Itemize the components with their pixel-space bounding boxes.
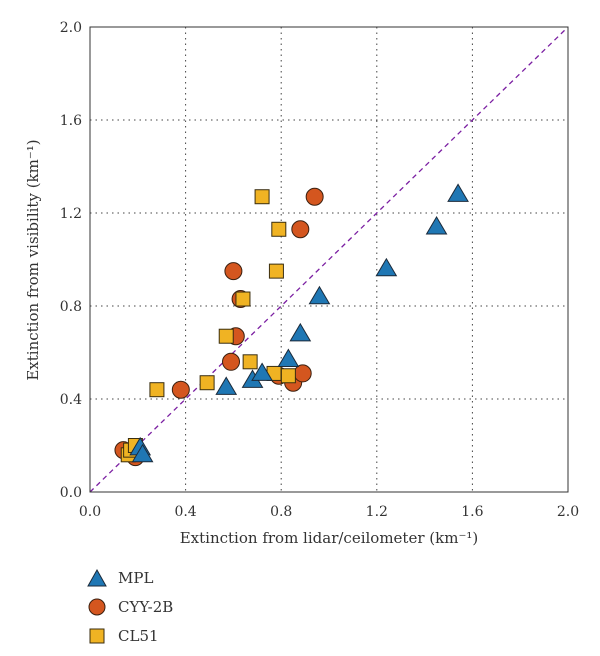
legend-item-mpl: MPL bbox=[86, 563, 173, 592]
x-tick-label: 1.2 bbox=[366, 504, 388, 520]
mpl-point bbox=[308, 285, 331, 305]
mpl-point bbox=[289, 322, 312, 342]
y-axis-label: Extinction from visibility (km⁻¹) bbox=[24, 139, 42, 380]
x-tick-labels: 0.0 0.4 0.8 1.2 1.6 2.0 bbox=[79, 504, 579, 520]
x-tick-label: 0.0 bbox=[79, 504, 101, 520]
mpl-point bbox=[277, 348, 300, 367]
mpl-point bbox=[425, 215, 448, 235]
x-tick-label: 2.0 bbox=[557, 504, 579, 520]
cl51-point bbox=[280, 368, 296, 384]
y-tick-label: 1.2 bbox=[60, 206, 82, 222]
cyy2b-point bbox=[171, 380, 190, 399]
legend-item-cyy2b: CYY-2B bbox=[86, 592, 173, 621]
y-tick-labels: 0.0 0.4 0.8 1.2 1.6 2.0 bbox=[60, 20, 82, 501]
mpl-point bbox=[131, 443, 154, 463]
cl51-point bbox=[149, 382, 165, 398]
mpl-point bbox=[375, 257, 398, 277]
legend-label: CL51 bbox=[118, 626, 159, 645]
mpl-point bbox=[447, 183, 469, 202]
mpl-point bbox=[215, 376, 238, 395]
x-tick-label: 1.6 bbox=[461, 504, 483, 520]
x-tick-label: 0.8 bbox=[270, 504, 292, 520]
circle-marker-icon bbox=[86, 596, 108, 618]
cyy2b-point bbox=[224, 262, 243, 281]
x-axis-label: Extinction from lidar/ceilometer (km⁻¹) bbox=[180, 529, 479, 547]
cl51-point bbox=[218, 328, 234, 344]
y-tick-label: 0.0 bbox=[60, 485, 82, 501]
y-tick-label: 1.6 bbox=[60, 113, 82, 129]
legend-label: MPL bbox=[118, 568, 154, 587]
cl51-point bbox=[271, 221, 287, 237]
one-to-one-reference-line bbox=[89, 26, 569, 493]
cl51-point bbox=[254, 189, 270, 205]
cyy2b-point bbox=[291, 220, 310, 239]
cyy2b-point bbox=[293, 364, 312, 383]
triangle-marker-icon bbox=[86, 567, 108, 589]
mpl-point bbox=[251, 362, 273, 381]
cyy2b-point bbox=[222, 352, 241, 371]
square-marker-icon bbox=[86, 625, 108, 647]
y-tick-label: 0.4 bbox=[60, 392, 82, 408]
cyy2b-point bbox=[305, 187, 324, 206]
y-tick-label: 2.0 bbox=[60, 20, 82, 36]
legend: MPL CYY-2B CL51 bbox=[86, 563, 173, 650]
legend-item-cl51: CL51 bbox=[86, 621, 173, 650]
cl51-point bbox=[268, 263, 284, 279]
cl51-point bbox=[235, 291, 251, 307]
legend-label: CYY-2B bbox=[118, 597, 174, 616]
cl51-point bbox=[199, 375, 215, 391]
plot-frame bbox=[89, 26, 569, 493]
scatter-chart: 0.0 0.4 0.8 1.2 1.6 2.0 0.0 0.4 0.8 1.2 1.6 2.0 Ex… bbox=[24, 20, 579, 547]
cl51-point bbox=[242, 354, 258, 370]
data-points bbox=[114, 183, 469, 467]
x-tick-label: 0.4 bbox=[174, 504, 196, 520]
y-tick-label: 0.8 bbox=[60, 299, 82, 315]
grid-lines bbox=[90, 27, 568, 492]
